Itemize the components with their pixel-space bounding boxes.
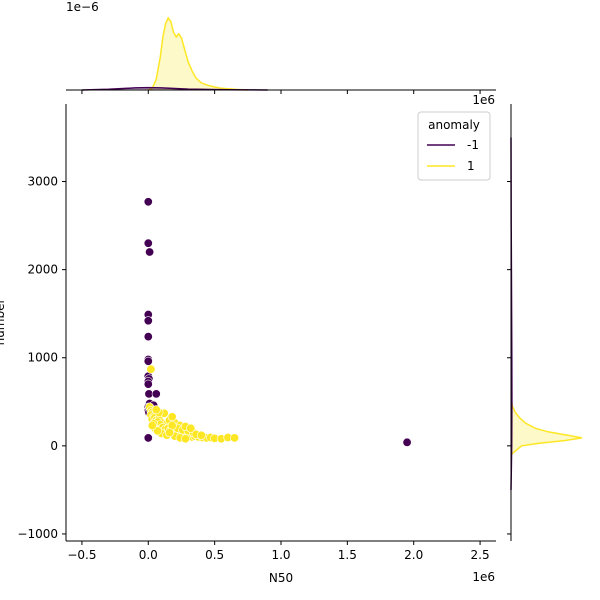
scatter-point-anomaly-neg1 xyxy=(143,356,153,366)
x-tick-label: −0.5 xyxy=(67,548,96,562)
scatter-point-anomaly-1 xyxy=(230,433,240,443)
y-tick-label: 3000 xyxy=(27,175,58,189)
scatter-point-anomaly-neg1 xyxy=(143,433,153,443)
scatter-point-anomaly-1 xyxy=(196,430,206,440)
scatter-point-anomaly-neg1 xyxy=(143,238,153,248)
scatter-point-anomaly-1 xyxy=(165,428,175,438)
scatter-point-anomaly-1 xyxy=(147,421,157,431)
y-axis-ticks: −1000 0 1000 2000 3000 xyxy=(17,175,66,541)
x-tick-label: 1.0 xyxy=(271,548,290,562)
y-tick-label: 1000 xyxy=(27,351,58,365)
legend: anomaly -1 1 xyxy=(417,111,491,181)
top-marginal-axes: 1e−6 xyxy=(66,0,496,94)
y-tick-label: −1000 xyxy=(17,527,58,541)
legend-title: anomaly xyxy=(428,118,480,132)
scatter-point-anomaly-neg1 xyxy=(143,316,153,326)
x-tick-label: 2.5 xyxy=(471,548,490,562)
scatter-point-anomaly-1 xyxy=(186,423,196,433)
y-tick-label: 0 xyxy=(50,439,58,453)
legend-label-neg1: -1 xyxy=(467,138,479,152)
scatter-point-anomaly-neg1 xyxy=(143,379,153,389)
scatter-point-anomaly-neg1 xyxy=(143,332,153,342)
top-kde-line-anomaly-1 xyxy=(147,16,248,91)
right-marginal-kde xyxy=(510,137,583,490)
main-axes: −0.5 0.0 0.5 1.0 1.5 2.0 2.5 −1000 0 1000 2000 300… xyxy=(0,104,496,585)
x-tick-label: 0.5 xyxy=(205,548,224,562)
scatter-point-anomaly-neg1 xyxy=(143,197,153,207)
right-marginal-ticks xyxy=(507,181,511,535)
x-axis-multiplier: 1e6 xyxy=(472,570,495,584)
scatter-point-anomaly-neg1 xyxy=(151,389,161,399)
x-tick-label: 1.5 xyxy=(338,548,357,562)
x-tick-label: 2.0 xyxy=(404,548,423,562)
right-marginal-axes: 1e6 xyxy=(472,93,583,541)
top-kde-fill-anomaly-1 xyxy=(148,18,248,90)
top-marginal-ticks xyxy=(81,90,481,94)
x-axis-label: N50 xyxy=(269,571,293,585)
y-axis-label: number xyxy=(0,299,7,346)
scatter-point-anomaly-neg1 xyxy=(145,247,155,257)
x-axis-ticks: −0.5 0.0 0.5 1.0 1.5 2.0 2.5 xyxy=(67,541,490,562)
top-marginal-multiplier: 1e−6 xyxy=(66,0,99,14)
scatter-point-anomaly-1 xyxy=(146,364,156,374)
scatter-point-anomaly-1 xyxy=(153,426,163,436)
x-tick-label: 0.0 xyxy=(139,548,158,562)
right-kde-line-anomaly-1 xyxy=(510,397,583,456)
legend-box xyxy=(417,111,491,181)
right-marginal-multiplier: 1e6 xyxy=(472,93,495,107)
top-marginal-kde xyxy=(81,16,268,91)
y-tick-label: 2000 xyxy=(27,263,58,277)
series-anomaly-1 xyxy=(145,364,240,444)
scatter-point-anomaly-1 xyxy=(167,412,177,422)
scatter-point-anomaly-neg1 xyxy=(402,437,412,447)
legend-label-1: 1 xyxy=(467,159,475,173)
series-anomaly-neg1 xyxy=(143,197,412,447)
scatter-point-anomaly-1 xyxy=(180,434,190,444)
scatter-point-anomaly-1 xyxy=(151,405,161,415)
